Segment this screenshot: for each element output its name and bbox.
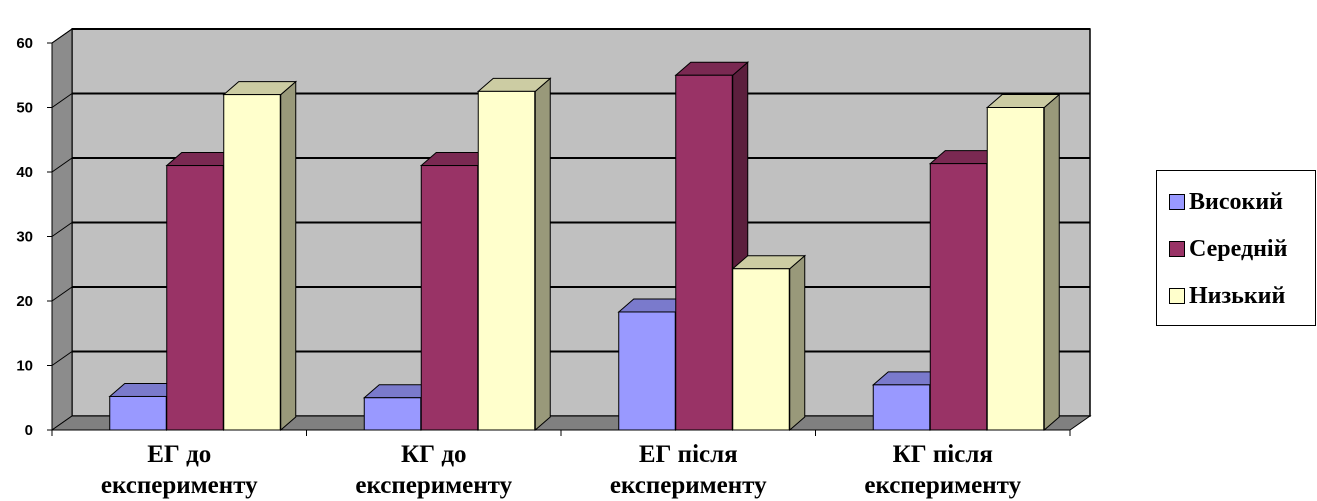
bar	[872, 384, 931, 431]
bar	[363, 397, 422, 431]
x-tick-label-line: експерименту	[864, 472, 1021, 499]
legend-swatch-medium	[1169, 241, 1185, 257]
gridline-side	[51, 286, 73, 302]
y-tick-label: 60	[16, 35, 33, 52]
y-tick-label: 20	[16, 293, 33, 310]
bar	[732, 268, 790, 431]
bar	[166, 165, 224, 431]
bar	[618, 311, 676, 431]
bars	[108, 61, 1061, 432]
legend: Високий Середній Низький	[1156, 170, 1316, 326]
y-tick-label: 30	[16, 229, 33, 246]
legend-swatch-low	[1169, 288, 1185, 304]
x-tick-label-line: КГ до	[401, 441, 466, 468]
x-tick-label-line: КГ після	[893, 441, 993, 468]
gridline-side	[51, 28, 73, 44]
gridline-side	[51, 351, 73, 366]
gridline-side	[51, 93, 73, 108]
y-tick-label: 0	[25, 422, 33, 439]
x-tick-label: ЕГ після експерименту	[610, 441, 767, 499]
bar-side	[534, 77, 551, 432]
bar	[223, 94, 281, 431]
legend-label-high: Високий	[1189, 188, 1283, 215]
gridline-side	[51, 222, 73, 237]
x-tick-label-line: експерименту	[610, 472, 767, 499]
y-tick-label: 50	[16, 100, 33, 117]
gridline-side	[51, 157, 73, 173]
bar	[986, 107, 1045, 431]
bar	[929, 163, 988, 431]
bar	[109, 395, 167, 431]
bar	[675, 74, 733, 431]
bar-side	[789, 254, 806, 432]
bar-side	[280, 80, 297, 432]
y-tick-label: 10	[16, 358, 33, 375]
y-tick-label: 40	[16, 164, 33, 181]
y-axis-ticks: 0 10 20 30 40 50 60	[16, 35, 52, 439]
legend-label-medium: Середній	[1189, 235, 1288, 262]
bar	[477, 90, 536, 431]
bar	[420, 165, 479, 431]
x-tick-label-line: експерименту	[355, 472, 512, 499]
x-tick-label-line: ЕГ до	[147, 441, 211, 468]
legend-item-medium: Середній	[1169, 234, 1287, 264]
x-tick-label-line: ЕГ після	[639, 441, 738, 468]
legend-swatch-high	[1169, 194, 1185, 210]
legend-item-high: Високий	[1169, 187, 1283, 217]
x-tick-label: КГ після експерименту	[864, 441, 1021, 499]
legend-label-low: Низький	[1189, 282, 1286, 309]
legend-item-low: Низький	[1169, 281, 1285, 311]
bar-side	[1043, 93, 1060, 432]
x-tick-label: КГ до експерименту	[355, 441, 512, 499]
x-tick-label: ЕГ до експерименту	[101, 441, 258, 499]
x-tick-label-line: експерименту	[101, 472, 258, 499]
